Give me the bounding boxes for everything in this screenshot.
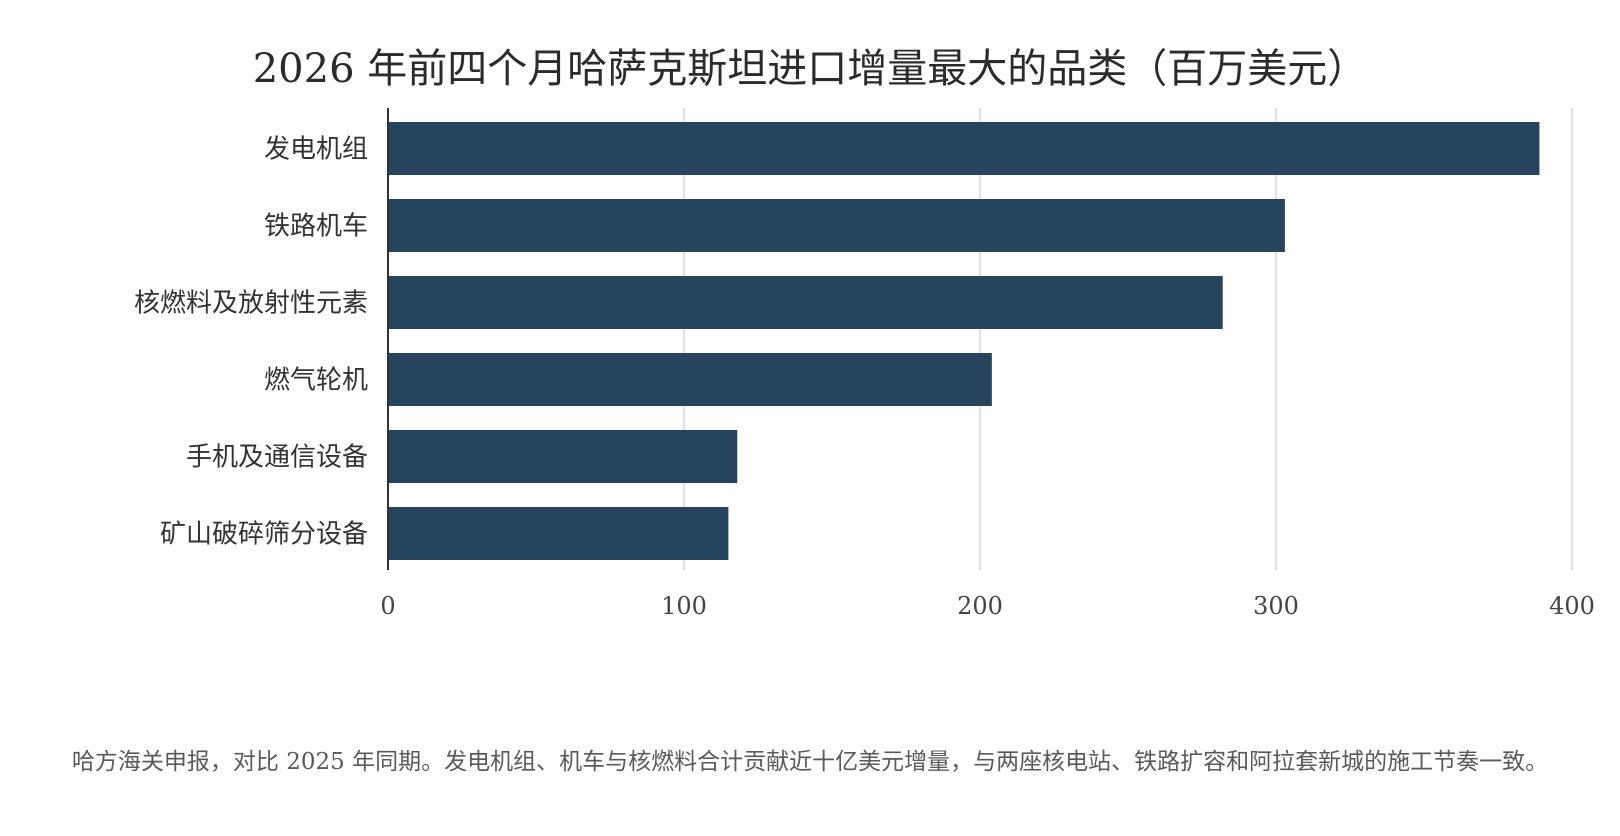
bar-chart: 2026 年前四个月哈萨克斯坦进口增量最大的品类（百万美元） 发电机组铁路机车核… (134, 46, 1595, 620)
chart-container: 2026 年前四个月哈萨克斯坦进口增量最大的品类（百万美元） 发电机组铁路机车核… (134, 46, 1595, 620)
bar (388, 199, 1285, 252)
x-tick-label: 200 (957, 592, 1003, 620)
bar (388, 276, 1223, 329)
bar (388, 353, 992, 406)
x-tick-label: 400 (1549, 592, 1595, 620)
category-label: 核燃料及放射性元素 (134, 289, 368, 319)
x-tick-label: 100 (661, 592, 707, 620)
x-tick-labels: 0 100 200 300 400 (380, 592, 1595, 620)
bars (388, 122, 1540, 560)
category-label: 手机及通信设备 (186, 443, 368, 473)
bar (388, 507, 729, 560)
category-label: 矿山破碎筛分设备 (160, 520, 368, 550)
chart-footnote: 哈方海关申报，对比 2025 年同期。发电机组、机车与核燃料合计贡献近十亿美元增… (71, 749, 1549, 775)
grid-lines (683, 108, 1573, 570)
bar (388, 122, 1540, 175)
x-tick-label: 0 (380, 592, 395, 620)
category-label: 铁路机车 (264, 212, 368, 242)
x-tick-label: 300 (1253, 592, 1299, 620)
bar (388, 430, 738, 483)
category-label: 燃气轮机 (264, 366, 368, 396)
category-label: 发电机组 (264, 135, 368, 165)
chart-title: 2026 年前四个月哈萨克斯坦进口增量最大的品类（百万美元） (253, 46, 1368, 92)
